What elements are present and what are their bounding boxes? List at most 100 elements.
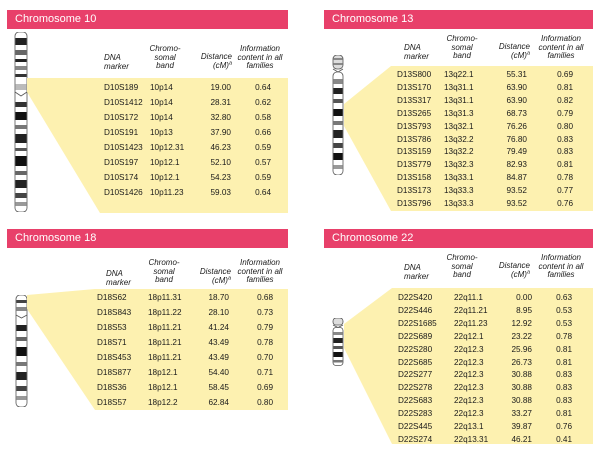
cell-band: 22q12.3 bbox=[454, 409, 484, 419]
cell-marker: D10S174 bbox=[104, 173, 139, 182]
cell-info: 0.83 bbox=[557, 134, 573, 144]
table-row: D13S265 13q31.3 68.73 0.79 bbox=[0, 107, 600, 120]
header-distance: Distance (cM)a bbox=[498, 42, 530, 60]
table-row: D13S779 13q32.3 82.93 0.81 bbox=[0, 158, 600, 171]
table-row: D18S53 18p11.21 41.24 0.79 bbox=[0, 321, 300, 334]
cell-band: 10p12.1 bbox=[150, 158, 180, 167]
cell-distance: 63.90 bbox=[506, 95, 528, 105]
cell-distance: 54.40 bbox=[208, 368, 230, 377]
cell-info: 0.79 bbox=[557, 108, 573, 118]
table-row: D10S197 10p12.1 52.10 0.57 bbox=[0, 156, 300, 169]
header-chromosomal-band: Chromo-somal band bbox=[149, 44, 181, 71]
cell-band: 13q33.1 bbox=[444, 173, 474, 183]
cell-distance: 25.96 bbox=[511, 344, 533, 354]
cell-band: 18p12.2 bbox=[148, 398, 178, 407]
cell-marker: D10S1412 bbox=[104, 98, 143, 107]
table-row: D13S317 13q31.1 63.90 0.82 bbox=[0, 94, 600, 107]
cell-band: 18p11.21 bbox=[148, 323, 182, 332]
table-row: D18S57 18p12.2 62.84 0.80 bbox=[0, 396, 300, 409]
header-chromosomal-band: Chromo-somal band bbox=[446, 253, 478, 280]
chromosome-22-ideogram-icon bbox=[332, 318, 344, 366]
cell-band: 13q31.3 bbox=[444, 108, 474, 118]
cell-distance: 84.87 bbox=[506, 173, 528, 183]
cell-distance: 28.10 bbox=[208, 308, 230, 317]
cell-distance: 0.00 bbox=[516, 293, 532, 302]
cell-info: 0.68 bbox=[257, 293, 273, 302]
cell-distance: 19.00 bbox=[210, 83, 232, 92]
cell-info: 0.59 bbox=[255, 143, 271, 152]
cell-marker: D18S62 bbox=[97, 293, 127, 302]
cell-distance: 76.26 bbox=[506, 121, 528, 131]
table-row: D10S191 10p13 37.90 0.66 bbox=[0, 126, 300, 139]
cell-marker: D18S843 bbox=[97, 308, 132, 317]
table-row: D10S1423 10p12.31 46.23 0.59 bbox=[0, 141, 300, 154]
cell-info: 0.59 bbox=[255, 173, 271, 182]
cell-marker: D13S173 bbox=[397, 186, 432, 196]
cell-distance: 79.49 bbox=[506, 147, 528, 157]
table-row: D22S274 22q13.31 46.21 0.41 bbox=[0, 433, 600, 446]
cell-marker: D18S453 bbox=[97, 353, 132, 362]
cell-distance: 30.88 bbox=[511, 370, 533, 380]
cell-info: 0.78 bbox=[257, 338, 273, 347]
header-dna-marker: DNA marker bbox=[106, 269, 131, 287]
cell-info: 0.76 bbox=[557, 199, 573, 208]
cell-distance: 12.92 bbox=[511, 318, 533, 328]
cell-band: 18p12.1 bbox=[148, 368, 178, 377]
header-chromosomal-band: Chromo-somal band bbox=[148, 258, 180, 285]
table-row: D10S189 10p14 19.00 0.64 bbox=[0, 81, 300, 94]
cell-marker: D13S779 bbox=[397, 160, 432, 170]
cell-distance: 30.88 bbox=[511, 383, 533, 393]
cell-distance: 52.10 bbox=[210, 158, 232, 167]
cell-band: 18p12.1 bbox=[148, 383, 178, 392]
cell-marker: D22S689 bbox=[398, 331, 433, 341]
cell-band: 22q12.1 bbox=[454, 331, 484, 341]
table-row: D10S172 10p14 32.80 0.58 bbox=[0, 111, 300, 124]
cell-info: 0.78 bbox=[557, 173, 573, 183]
panel-title: Chromosome 10 bbox=[7, 10, 288, 29]
cell-distance: 54.23 bbox=[210, 173, 232, 182]
cell-band: 13q22.1 bbox=[444, 70, 474, 79]
cell-marker: D10S197 bbox=[104, 158, 139, 167]
cell-marker: D18S57 bbox=[97, 398, 127, 407]
cell-distance: 39.87 bbox=[511, 422, 533, 431]
table-row: D13S170 13q31.1 63.90 0.81 bbox=[0, 81, 600, 94]
cell-info: 0.78 bbox=[556, 331, 572, 341]
table-row: D10S174 10p12.1 54.23 0.59 bbox=[0, 171, 300, 184]
cell-distance: 76.80 bbox=[506, 134, 528, 144]
cell-band: 13q32.1 bbox=[444, 121, 474, 131]
cell-band: 13q33.3 bbox=[444, 199, 474, 208]
cell-info: 0.83 bbox=[556, 383, 572, 393]
cell-info: 0.79 bbox=[257, 323, 273, 332]
cell-marker: D13S159 bbox=[397, 147, 432, 157]
cell-marker: D22S283 bbox=[398, 409, 433, 419]
cell-band: 13q31.1 bbox=[444, 95, 474, 105]
cell-band: 18p11.31 bbox=[148, 293, 182, 302]
cell-info: 0.53 bbox=[556, 305, 572, 315]
table-row: D22S280 22q12.3 25.96 0.81 bbox=[0, 343, 600, 356]
cell-info: 0.62 bbox=[255, 98, 271, 107]
cell-band: 13q32.2 bbox=[444, 147, 474, 157]
highlight-wedge bbox=[27, 78, 100, 213]
cell-marker: D22S446 bbox=[398, 305, 433, 315]
chromosome-13-ideogram-icon bbox=[332, 55, 344, 175]
cell-marker: D13S786 bbox=[397, 134, 432, 144]
highlight-band bbox=[391, 66, 593, 211]
cell-distance: 41.24 bbox=[208, 323, 230, 332]
cell-marker: D22S420 bbox=[398, 293, 433, 302]
cell-info: 0.81 bbox=[556, 357, 572, 367]
header-information-content: Information content in all families bbox=[538, 253, 584, 280]
cell-band: 18p11.22 bbox=[148, 308, 182, 317]
header-information-content: Information content in all families bbox=[237, 258, 283, 285]
header-dna-marker: DNA marker bbox=[404, 43, 429, 61]
highlight-wedge bbox=[344, 288, 392, 444]
cell-band: 13q32.3 bbox=[444, 160, 474, 170]
cell-marker: D22S274 bbox=[398, 434, 433, 444]
cell-marker: D22S278 bbox=[398, 383, 433, 393]
cell-distance: 26.73 bbox=[511, 357, 533, 367]
table-row: D18S36 18p12.1 58.45 0.69 bbox=[0, 381, 300, 394]
cell-marker: D10S172 bbox=[104, 113, 139, 122]
cell-marker: D10S191 bbox=[104, 128, 139, 137]
cell-band: 10p14 bbox=[150, 113, 173, 122]
table-row: D22S278 22q12.3 30.88 0.83 bbox=[0, 381, 600, 394]
